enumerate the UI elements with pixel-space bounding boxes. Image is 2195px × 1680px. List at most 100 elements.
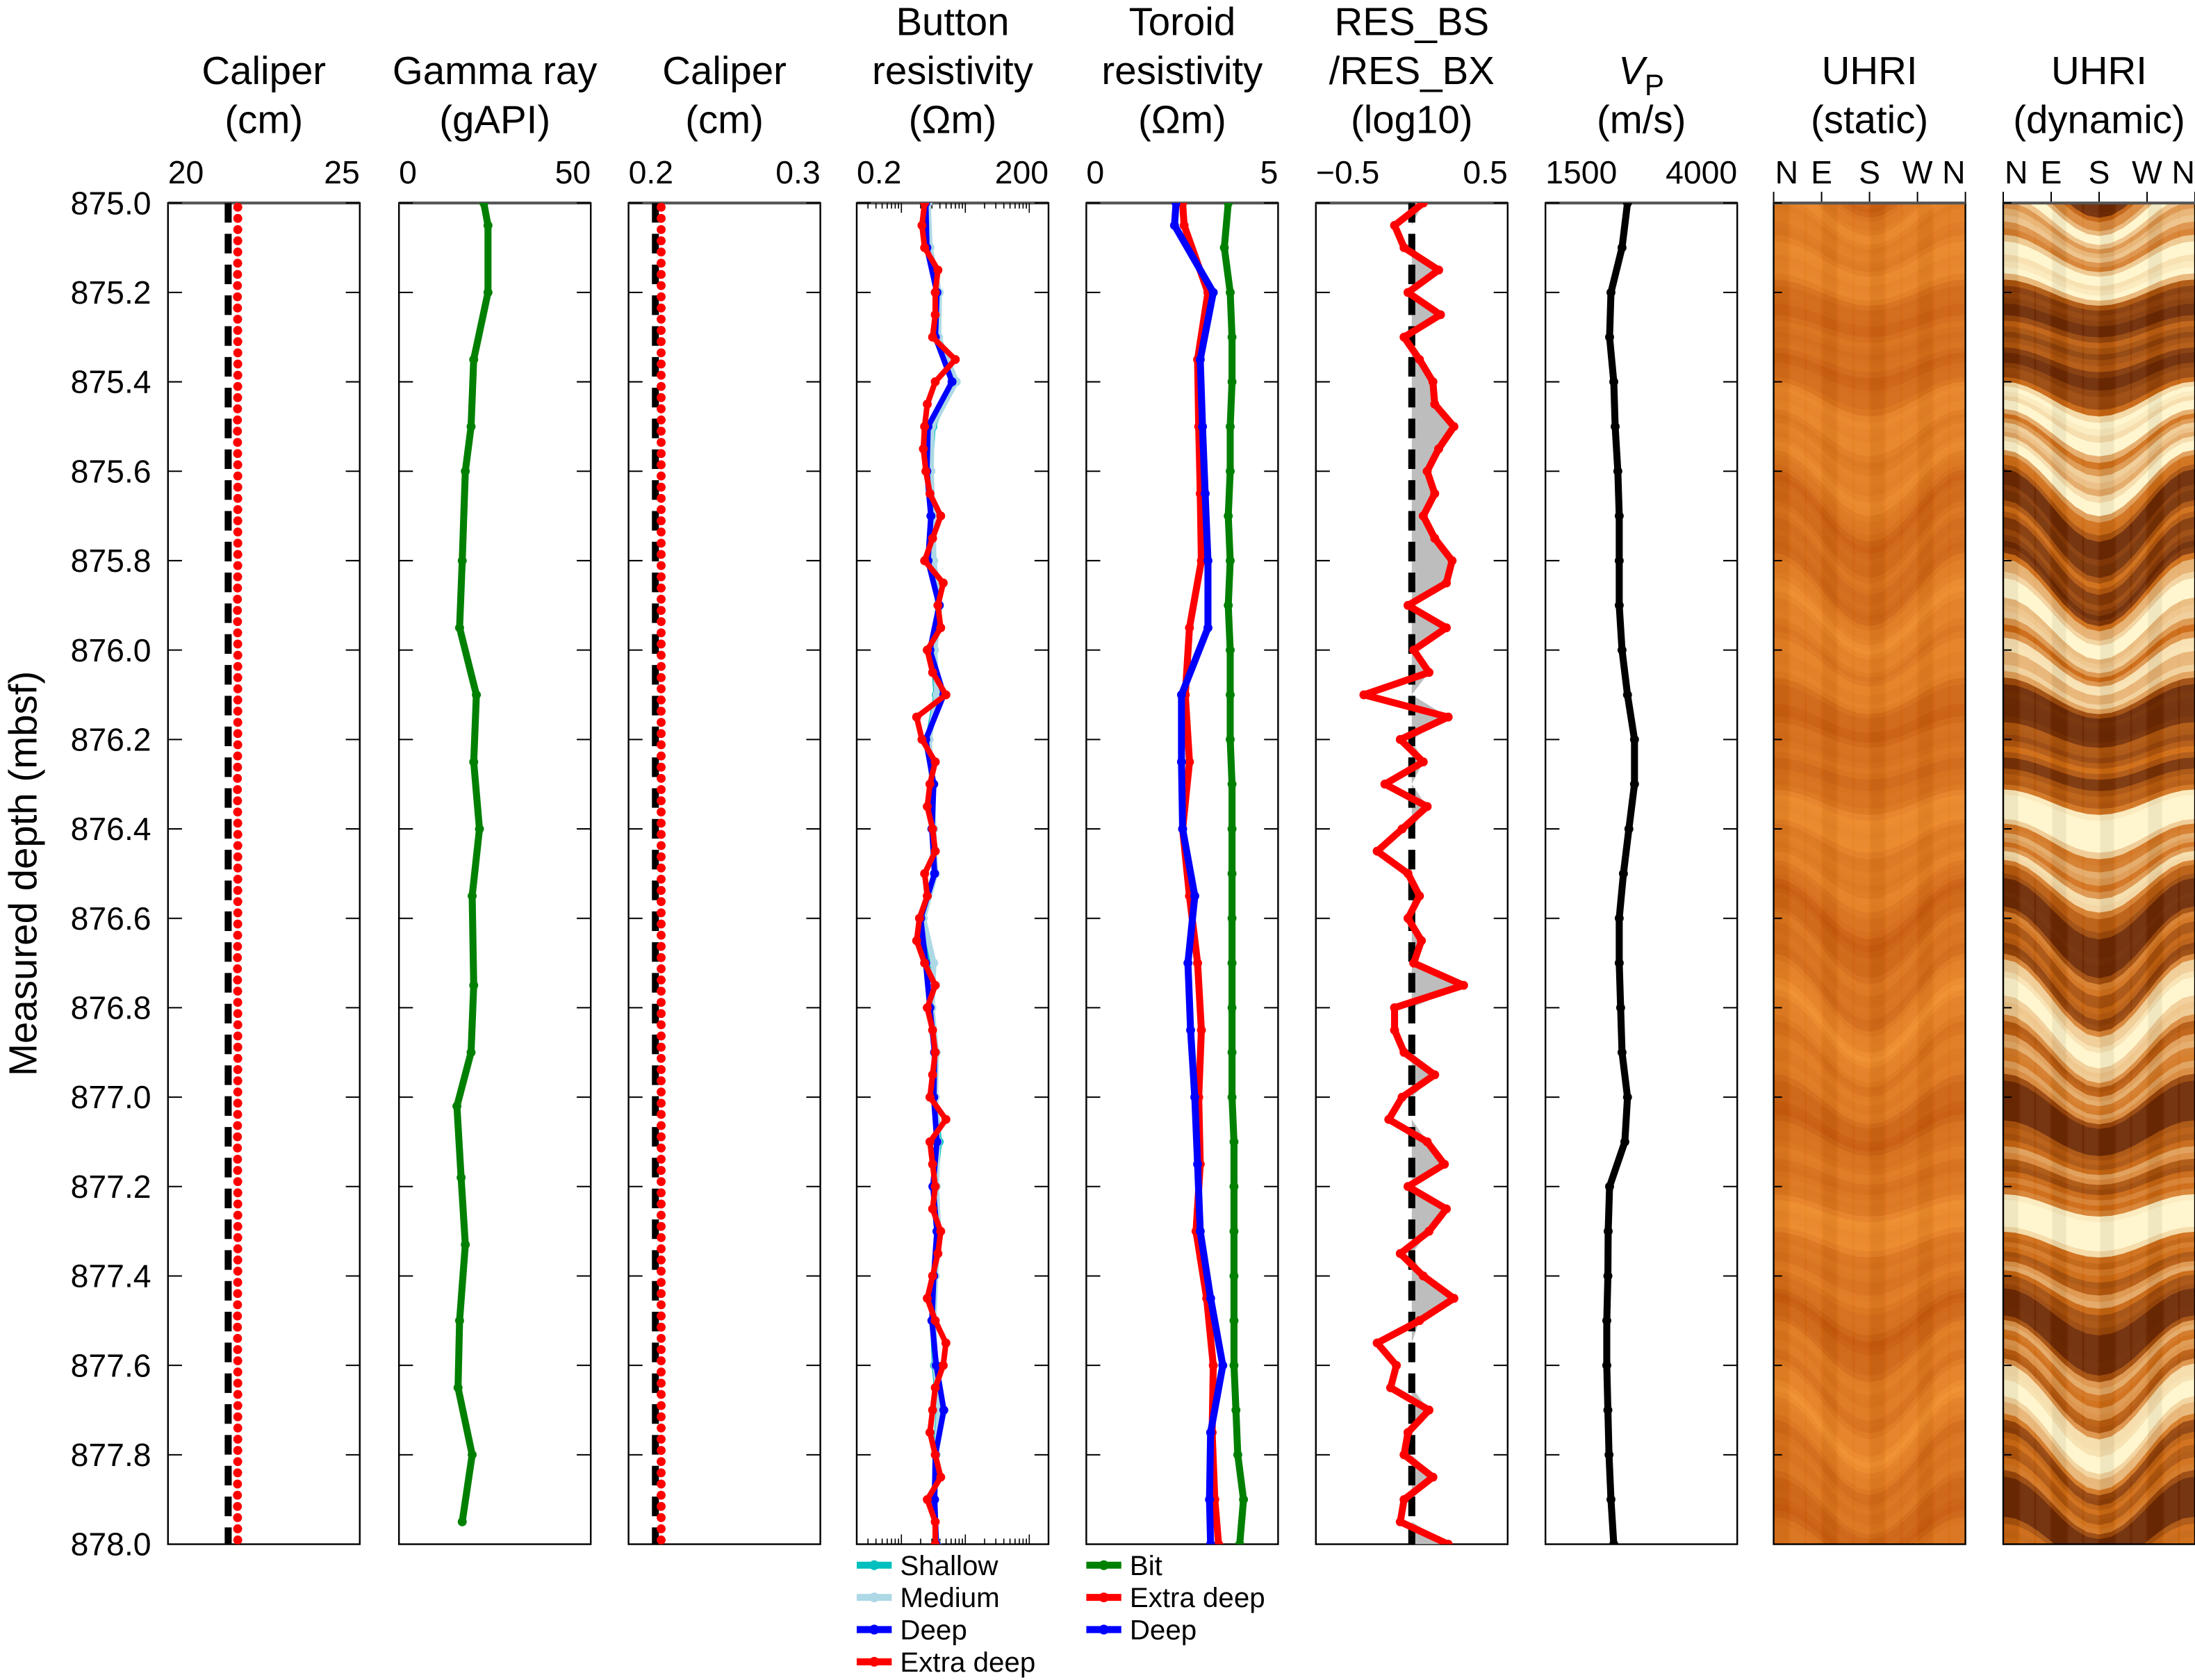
series-extra-deep-point <box>917 734 927 744</box>
series-curve-point <box>233 852 242 862</box>
image-band <box>2003 1348 2195 1428</box>
series-curve-point <box>233 919 242 929</box>
image-band <box>2003 942 2195 1028</box>
series-curve-point <box>233 505 242 514</box>
series-curve-point <box>657 1434 666 1444</box>
legend-marker <box>869 1560 880 1570</box>
image-band <box>1773 664 1966 712</box>
image-band <box>1773 1413 1966 1498</box>
series-curve-point <box>233 1423 242 1433</box>
image-streak <box>1950 203 1965 1545</box>
image-band <box>1773 1463 1966 1537</box>
image-band <box>2003 1476 2195 1545</box>
series-curve-point <box>1434 265 1443 275</box>
image-band <box>2003 522 2195 608</box>
image-band <box>2003 964 2195 1050</box>
image-band <box>2003 989 2195 1071</box>
track-4: Toroid resistivity (Ωm) 0 5 <box>1085 0 1279 1545</box>
series-curve-point <box>657 1121 666 1130</box>
series-extra-deep-point <box>920 868 930 878</box>
series-extra-deep-point <box>928 668 937 677</box>
legend-marker <box>1099 1592 1109 1603</box>
image-band <box>2003 1283 2195 1336</box>
image-band <box>1773 546 1966 629</box>
depth-tick-label: 877.8 <box>71 1437 151 1473</box>
image-band <box>1773 468 1966 550</box>
track-title: UHRI <box>2051 49 2147 92</box>
image-band <box>2003 684 2195 726</box>
series-curve-point <box>657 1300 666 1310</box>
image-band <box>1773 1358 1966 1441</box>
image-band <box>1773 1260 1966 1303</box>
depth-tick-label: 875.0 <box>71 185 151 221</box>
image-band <box>2003 528 2195 613</box>
image-band <box>2003 1395 2195 1481</box>
image-band <box>2003 1067 2195 1127</box>
series-curve-point <box>1395 1249 1405 1258</box>
series-curve-point <box>233 270 242 279</box>
series-extra-deep-point <box>936 1472 946 1482</box>
series-curve-point <box>1428 1472 1438 1482</box>
series-curve <box>452 203 493 1526</box>
image-band <box>1773 1363 1966 1447</box>
series-curve-point <box>657 258 666 268</box>
image-band <box>1773 534 1966 618</box>
image-band <box>2003 381 2195 424</box>
series-bit-point <box>1229 1360 1239 1370</box>
image-band <box>2003 1171 2195 1203</box>
image-band <box>1773 597 1966 667</box>
series-curve-point <box>1611 422 1620 431</box>
image-band <box>2003 837 2195 887</box>
series-extra-deep-point <box>930 1450 940 1460</box>
series-curve-point <box>657 1267 666 1276</box>
series-curve-point <box>657 897 666 907</box>
series-curve-point <box>1390 1026 1399 1035</box>
series-curve-point <box>657 561 666 570</box>
image-band <box>2003 597 2195 667</box>
track-frame <box>1544 201 1738 1545</box>
series-curve-point <box>657 438 666 447</box>
image-band <box>1773 1401 1966 1487</box>
image-band <box>1773 1040 1966 1109</box>
series-curve <box>233 203 242 1545</box>
series-curve-point <box>233 886 242 895</box>
image-band <box>1773 916 1966 998</box>
x-min-label: −0.5 <box>1316 154 1379 190</box>
series-deep-point <box>1205 1494 1215 1504</box>
series-curve-point <box>233 1289 242 1299</box>
series-curve-point <box>1415 355 1424 364</box>
series-curve-point <box>1605 1182 1614 1192</box>
series-bit-point <box>1226 466 1235 476</box>
image-band <box>2055 203 2143 230</box>
series-curve-point <box>657 359 666 369</box>
series-curve-point <box>657 1345 666 1354</box>
image-band <box>2003 931 2195 1016</box>
series-deep-point <box>1208 288 1218 297</box>
series-bit-point <box>1224 600 1233 610</box>
series-curve-point <box>233 1278 242 1287</box>
series-bit-point <box>1231 1406 1241 1415</box>
image-band <box>1773 873 1966 940</box>
image-band <box>1773 1237 1966 1271</box>
image-band <box>2003 1020 2195 1095</box>
image-band <box>2003 1315 2195 1383</box>
image-band <box>2003 650 2195 703</box>
image-band <box>1773 906 1966 986</box>
series-curve-point <box>657 538 666 548</box>
image-band <box>2003 1260 2195 1303</box>
image-band <box>2003 1503 2195 1545</box>
series-curve-point <box>233 874 242 884</box>
series-bit-point <box>1227 1092 1237 1102</box>
series-curve-point <box>233 1446 242 1455</box>
image-band <box>1773 1027 1966 1100</box>
track-title: (Ωm) <box>909 97 997 141</box>
series-curve-point <box>233 1009 242 1019</box>
image-band <box>1773 494 1966 579</box>
image-band <box>1773 1444 1966 1523</box>
image-band <box>2003 1450 2195 1528</box>
series-extra-deep-point <box>941 690 951 700</box>
series-curve-point <box>233 314 242 324</box>
series-curve-point <box>1417 936 1427 946</box>
series-curve-point <box>233 236 242 246</box>
